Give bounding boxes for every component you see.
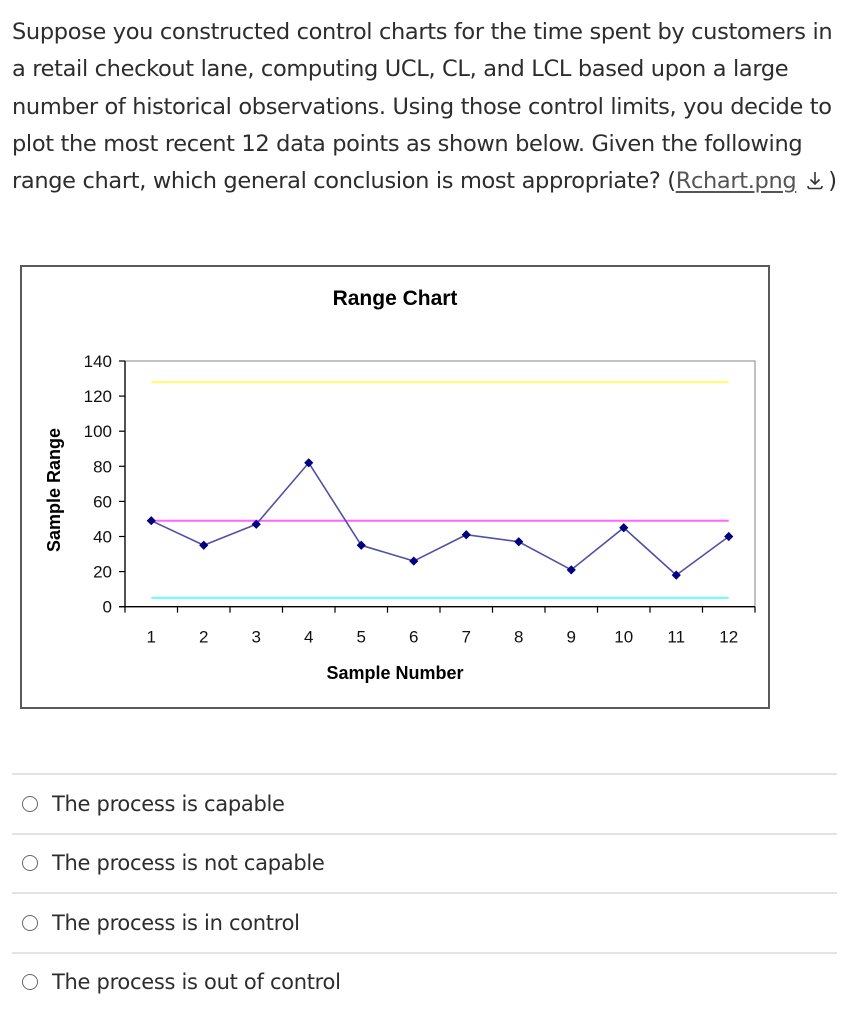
radio-button[interactable]	[22, 914, 38, 931]
x-tick-label: 5	[357, 628, 366, 647]
x-tick-label: 4	[304, 628, 313, 647]
y-tick-label: 140	[84, 352, 112, 371]
data-point-marker	[146, 516, 156, 526]
answer-option[interactable]: The process is in control	[12, 892, 837, 952]
x-tick-label: 2	[199, 628, 208, 647]
data-point-marker	[671, 570, 681, 580]
range-chart: Range Chart 0 20 40 60 80 100 120 140 1 2 3 4 5 6 7 8 9 10…	[20, 265, 770, 709]
x-axis-label: Sample Number	[326, 663, 463, 683]
x-tick-label: 7	[462, 628, 471, 647]
radio-button[interactable]	[22, 795, 38, 812]
option-label: The process is not capable	[52, 851, 325, 876]
data-point-marker	[356, 540, 366, 550]
option-label: The process is capable	[52, 791, 285, 816]
answer-options: The process is capable The process is not…	[12, 773, 837, 1011]
y-tick-label: 40	[93, 528, 112, 547]
answer-option[interactable]: The process is not capable	[12, 832, 837, 893]
x-tick-label: 8	[514, 628, 523, 647]
chart-title: Range Chart	[333, 287, 458, 310]
data-point-marker	[566, 565, 576, 575]
x-tick-label: 10	[614, 628, 633, 647]
y-tick-label: 120	[84, 387, 112, 406]
radio-button[interactable]	[22, 855, 38, 872]
question-text: Suppose you constructed control charts f…	[12, 14, 842, 200]
x-tick-label: 11	[667, 628, 685, 647]
data-point-marker	[251, 519, 261, 529]
data-point-marker	[199, 540, 209, 550]
y-tick-label: 20	[93, 563, 112, 582]
data-point-marker	[619, 523, 629, 533]
data-point-marker	[409, 556, 419, 566]
answer-option[interactable]: The process is capable	[12, 773, 837, 833]
y-tick-label: 80	[93, 457, 112, 476]
plot-area	[124, 360, 756, 608]
x-tick-label: 1	[147, 628, 156, 647]
data-point-marker	[514, 537, 524, 547]
option-label: The process is in control	[52, 910, 300, 935]
x-tick-label: 3	[252, 628, 261, 647]
y-tick-label: 60	[93, 492, 112, 511]
download-icon[interactable]	[804, 169, 826, 191]
x-tick-label: 9	[567, 628, 576, 647]
attachment-link[interactable]: Rchart.png	[675, 168, 797, 195]
x-tick-label: 12	[719, 628, 738, 647]
attachment-open-paren: (	[667, 168, 676, 195]
answer-option[interactable]: The process is out of control	[12, 951, 837, 1012]
option-label: The process is out of control	[52, 970, 341, 995]
attachment-close-paren: )	[828, 168, 837, 195]
sample-range-line	[150, 461, 730, 577]
y-axis-label: Sample Range	[44, 428, 64, 552]
data-point-marker	[724, 531, 734, 542]
x-tick-label: 6	[409, 628, 418, 647]
radio-button[interactable]	[22, 974, 38, 991]
y-tick-label: 0	[103, 598, 112, 617]
y-tick-label: 100	[84, 422, 112, 441]
data-point-marker	[461, 530, 471, 540]
question-body: Suppose you constructed control charts f…	[12, 19, 833, 195]
